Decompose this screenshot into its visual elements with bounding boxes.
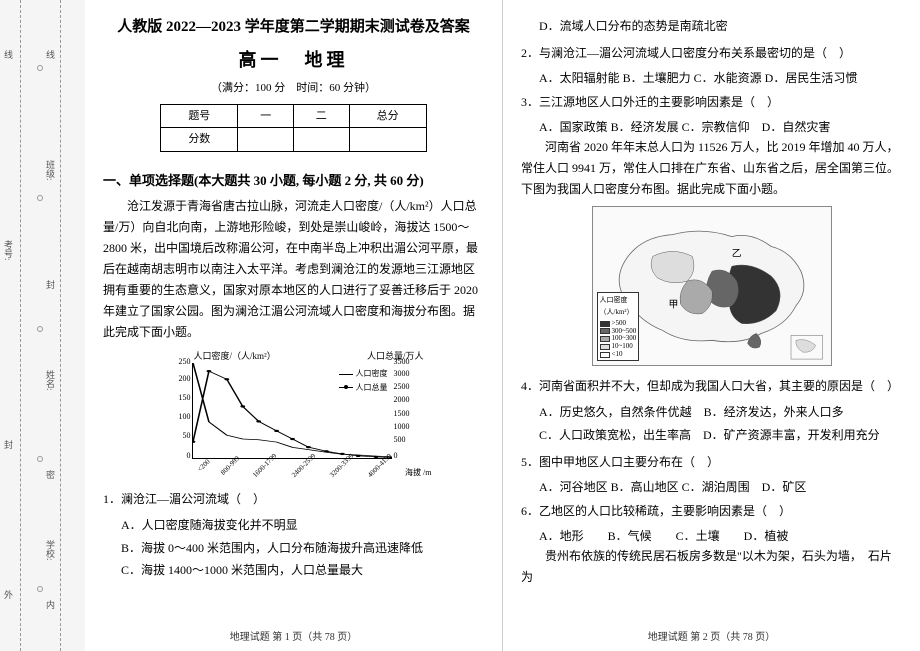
th: 总分 (349, 104, 426, 128)
binding-label: 封 (2, 440, 15, 449)
passage-3: 贵州布依族的传统民居石板房多数是"以木为架，石头为墙， 石片为 (521, 546, 902, 588)
exam-subtitle: 高一 地理 (103, 45, 484, 76)
td: 分数 (161, 128, 238, 152)
question-2-opts: A．太阳辐射能 B．土壤肥力 C．水能资源 D．居民生活习惯 (539, 68, 902, 88)
binding-label: 封 (44, 280, 57, 289)
chart-legend: 人口密度 人口总量 (339, 367, 388, 394)
question-4: 4．河南省面积并不大，但却成为我国人口大省，其主要的原因是（ ） (521, 376, 902, 397)
question-6-opts: A．地形 B．气候 C．土壤 D．植被 (539, 526, 902, 546)
opt: A．人口密度随海拔变化并不明显 (121, 515, 484, 537)
binding-label: 内 (44, 600, 57, 609)
question-5-opts: A．河谷地区 B．高山地区 C．湖泊周围 D．矿区 (539, 477, 902, 497)
binding-label: 线 (2, 50, 15, 59)
td (293, 128, 349, 152)
binding-dash-2 (60, 0, 61, 651)
exam-meta: （满分：100 分 时间：60 分钟） (103, 79, 484, 98)
binding-label: 线 (44, 50, 57, 59)
density-chart: 人口密度/（人/km²） 人口总量/万人 0 50 100 150 200 25… (164, 349, 424, 479)
svg-text:乙: 乙 (731, 248, 741, 260)
question-1-opts: A．人口密度随海拔变化并不明显 B．海拔 0～400 米范围内，人口分布随海拔升… (121, 514, 484, 583)
question-1-opts-cont: D．流域人口分布的态势是南疏北密 (539, 15, 902, 39)
opt: C．人口政策宽松，出生率高 D．矿产资源丰富，开发利用充分 (539, 425, 902, 447)
map-legend-title: 人口密度（人/km²） (600, 295, 637, 319)
opt: C．海拔 1400～1000 米范围内，人口总量最大 (121, 560, 484, 582)
question-3: 3．三江源地区人口外迁的主要影响因素是（ ） (521, 92, 902, 113)
opt: B．海拔 0～400 米范围内，人口分布随海拔升高迅速降低 (121, 538, 484, 560)
chart-ylabel-left: 人口密度/（人/km²） (194, 349, 276, 364)
exam-title: 人教版 2022—2023 学年度第二学期期末测试卷及答案 (103, 15, 484, 41)
th: 题号 (161, 104, 238, 128)
section-title: 一、单项选择题(本大题共 30 小题, 每小题 2 分, 共 60 分) (103, 170, 484, 192)
page-right: D．流域人口分布的态势是南疏北密 2．与澜沧江—湄公河流域人口密度分布关系最密切… (503, 0, 920, 651)
page-footer: 地理试题 第 1 页（共 78 页） (103, 623, 484, 646)
page-left: 人教版 2022—2023 学年度第二学期期末测试卷及答案 高一 地理 （满分：… (85, 0, 502, 651)
question-3-opts: A．国家政策 B．经济发展 C．宗教信仰 D．自然灾害 (539, 117, 902, 137)
td (238, 128, 294, 152)
map-legend: 人口密度（人/km²） >500 300~500 100~300 10~100 … (597, 292, 640, 361)
th: 二 (293, 104, 349, 128)
page-footer: 地理试题 第 2 页（共 78 页） (521, 623, 902, 646)
binding-label: 学校: (44, 540, 57, 561)
td (349, 128, 426, 152)
binding-dash-1 (20, 0, 21, 651)
svg-text:甲: 甲 (668, 300, 678, 311)
question-5: 5．图中甲地区人口主要分布在（ ） (521, 452, 902, 473)
question-1: 1．澜沧江—湄公河流域（ ） (103, 489, 484, 510)
question-4-opts: A．历史悠久，自然条件优越 B．经济发达，外来人口多 C．人口政策宽松，出生率高… (539, 401, 902, 447)
china-map: 甲 乙 人口密度（人/km²） >500 300~500 100~300 10~… (592, 206, 832, 366)
passage-2: 河南省 2020 年年末总人口为 11526 万人，比 2019 年增加 40 … (521, 137, 902, 200)
binding-holes (40, 0, 42, 651)
passage-1: 沧江发源于青海省唐古拉山脉，河流走人口密度/（人/km²）人口总量/万）向自北向… (103, 196, 484, 343)
th: 一 (238, 104, 294, 128)
binding-label: 姓名: (44, 370, 57, 391)
question-6: 6．乙地区的人口比较稀疏，主要影响因素是（ ） (521, 501, 902, 522)
binding-label: 密 (44, 470, 57, 479)
binding-label: 外 (2, 590, 15, 599)
binding-label: 班级: (44, 160, 57, 181)
chart-x-ticks: <200800-999 1600-17992400-2599 3200-3399… (193, 462, 392, 474)
score-table: 题号 一 二 总分 分数 (160, 104, 427, 152)
binding-label: 考号: (2, 240, 15, 261)
opt: A．历史悠久，自然条件优越 B．经济发达，外来人口多 (539, 402, 902, 424)
question-2: 2．与澜沧江—湄公河流域人口密度分布关系最密切的是（ ） (521, 43, 902, 64)
binding-margin: 线 考号: 封 外 线 班级: 封 姓名: 密 学校: 内 (0, 0, 85, 651)
opt: D．流域人口分布的态势是南疏北密 (539, 16, 902, 38)
chart-xlabel: 海拔 /m (405, 466, 431, 480)
